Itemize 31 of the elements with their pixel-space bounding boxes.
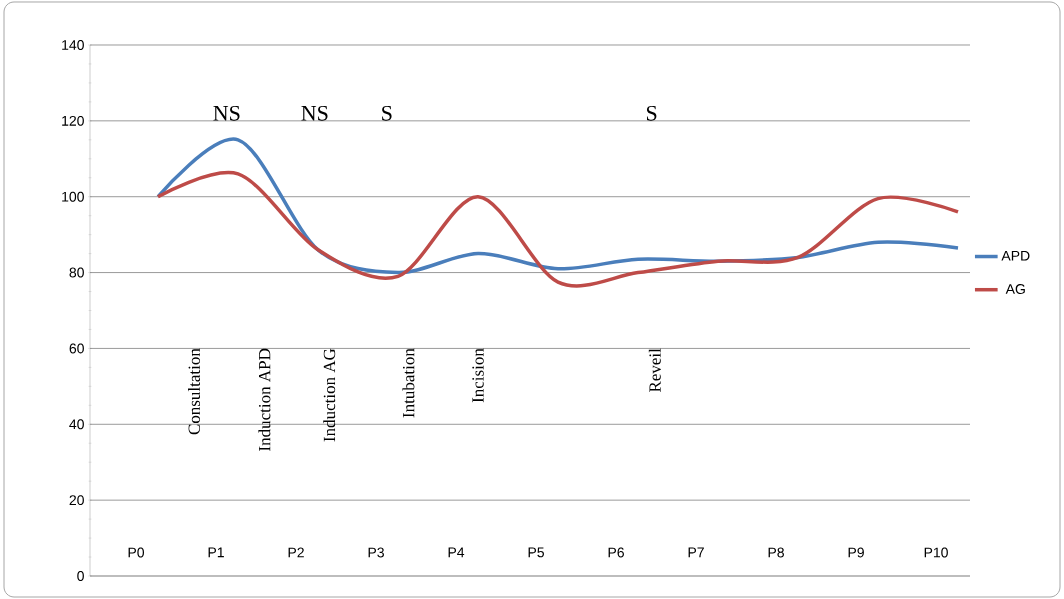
x-tick-label: P10 [924,547,948,558]
annotation: NS [301,105,328,121]
annotation: Reveil [648,348,661,393]
y-tick-label: 80 [69,267,84,278]
x-tick-label: P4 [448,547,465,558]
y-tick-label: 140 [62,40,84,50]
annotation: NS [213,105,240,121]
legend-label: APD [1001,250,1030,261]
x-tick-label: P1 [208,547,224,558]
y-tick-label: 20 [69,495,84,506]
x-tick-label: P0 [128,547,145,558]
annotation: Induction AG [323,348,336,442]
legend-label: AG [1005,284,1025,294]
x-tick-label: P5 [528,547,544,558]
annotation: S [382,105,392,121]
x-tick-label: P9 [848,547,864,558]
x-tick-label: P7 [688,547,704,558]
y-tick-label: 100 [62,191,84,202]
x-tick-label: P2 [288,547,304,558]
annotation: S [646,105,657,121]
annotation: Incision [472,348,484,403]
y-tick-label: 40 [69,419,84,430]
y-tick-label: 120 [62,115,84,126]
x-tick-label: P3 [368,547,384,558]
annotation: Consultation [188,348,200,435]
x-tick-label: P6 [608,547,624,558]
y-tick-label: 60 [69,343,84,354]
y-tick-label: 0 [77,571,84,581]
annotation: Intubation [402,348,415,418]
annotation: Induction APD [258,348,271,451]
x-tick-label: P8 [768,547,784,558]
